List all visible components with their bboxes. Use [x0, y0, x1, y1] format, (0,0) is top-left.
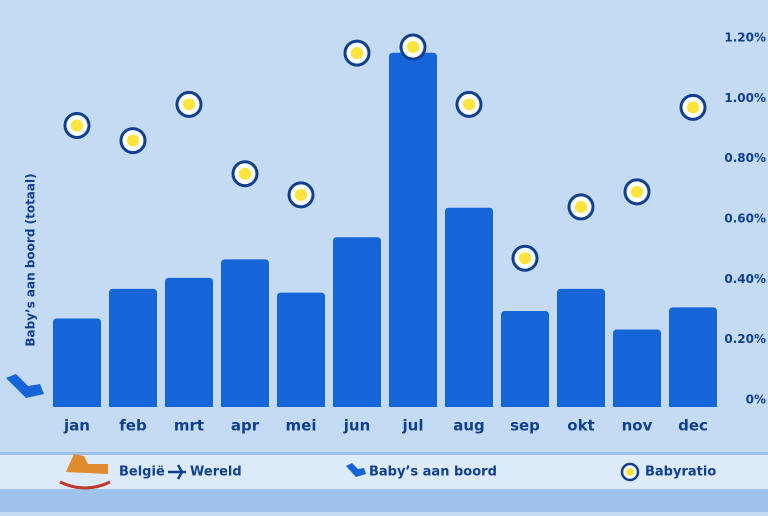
plane-icon	[168, 464, 186, 480]
bar	[613, 329, 661, 407]
y2-tick-label: 0.20%	[724, 332, 766, 346]
x-tick-label: mrt	[174, 417, 204, 435]
x-tick-label: sep	[510, 417, 540, 435]
ratio-point	[455, 90, 483, 118]
x-tick-label: apr	[231, 417, 260, 435]
ratio-point	[399, 33, 427, 61]
legend-origin: België	[119, 465, 165, 480]
x-tick-label: feb	[119, 417, 147, 435]
x-tick-label: okt	[567, 417, 594, 435]
legend-points: Babyratio	[645, 465, 716, 480]
ratio-point	[63, 111, 91, 139]
bar	[389, 52, 437, 407]
ratio-point	[287, 181, 315, 209]
x-tick-label: nov	[622, 417, 653, 435]
legend-box	[0, 455, 768, 489]
x-tick-label: mei	[286, 417, 317, 435]
y2-tick-label: 0.60%	[724, 212, 766, 226]
ratio-point	[623, 178, 651, 206]
bar	[165, 277, 213, 407]
x-tick-label: dec	[678, 417, 708, 435]
x-tick-label: jun	[343, 417, 371, 435]
y2-tick-label: 1.00%	[724, 91, 766, 105]
bar	[53, 318, 101, 407]
y2-tick-label: 0%	[746, 393, 766, 407]
legend-point-dot	[626, 468, 634, 476]
y-axis-label: Baby’s aan boord (totaal)	[24, 173, 38, 346]
y2-tick-label: 0.40%	[724, 272, 766, 286]
ratio-point	[231, 160, 259, 188]
bar	[333, 237, 381, 407]
ratio-point	[119, 127, 147, 155]
x-tick-label: aug	[453, 417, 485, 435]
ratio-point	[175, 90, 203, 118]
ratio-point	[343, 39, 371, 67]
ratio-point	[511, 244, 539, 272]
legend-bar-icon	[346, 463, 366, 477]
bar	[109, 288, 157, 407]
legend-bars: Baby’s aan boord	[369, 465, 497, 480]
bar	[501, 311, 549, 407]
x-tick-label: jul	[402, 417, 424, 435]
y2-tick-label: 1.20%	[724, 31, 766, 45]
bar	[669, 307, 717, 407]
y2-tick-label: 0.80%	[724, 151, 766, 165]
seat-icon	[6, 374, 44, 398]
legend-destination: Wereld	[190, 465, 242, 480]
bar	[445, 207, 493, 407]
ratio-point	[567, 193, 595, 221]
bar	[221, 259, 269, 407]
bar	[557, 288, 605, 407]
horse-icon	[59, 454, 111, 490]
ratio-point	[679, 93, 707, 121]
x-tick-label: jan	[63, 417, 90, 435]
bar	[277, 292, 325, 407]
